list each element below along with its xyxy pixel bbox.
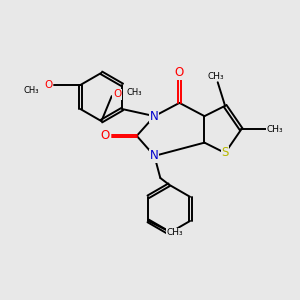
Text: CH₃: CH₃ <box>208 72 225 81</box>
Text: CH₃: CH₃ <box>126 88 142 97</box>
Text: CH₃: CH₃ <box>23 86 39 95</box>
Text: N: N <box>150 149 159 162</box>
Text: CH₃: CH₃ <box>167 228 183 237</box>
Text: O: O <box>175 66 184 79</box>
Text: N: N <box>150 110 159 123</box>
Text: O: O <box>44 80 52 90</box>
Text: CH₃: CH₃ <box>266 125 283 134</box>
Text: S: S <box>221 146 229 159</box>
Text: O: O <box>113 89 121 99</box>
Text: O: O <box>100 129 110 142</box>
